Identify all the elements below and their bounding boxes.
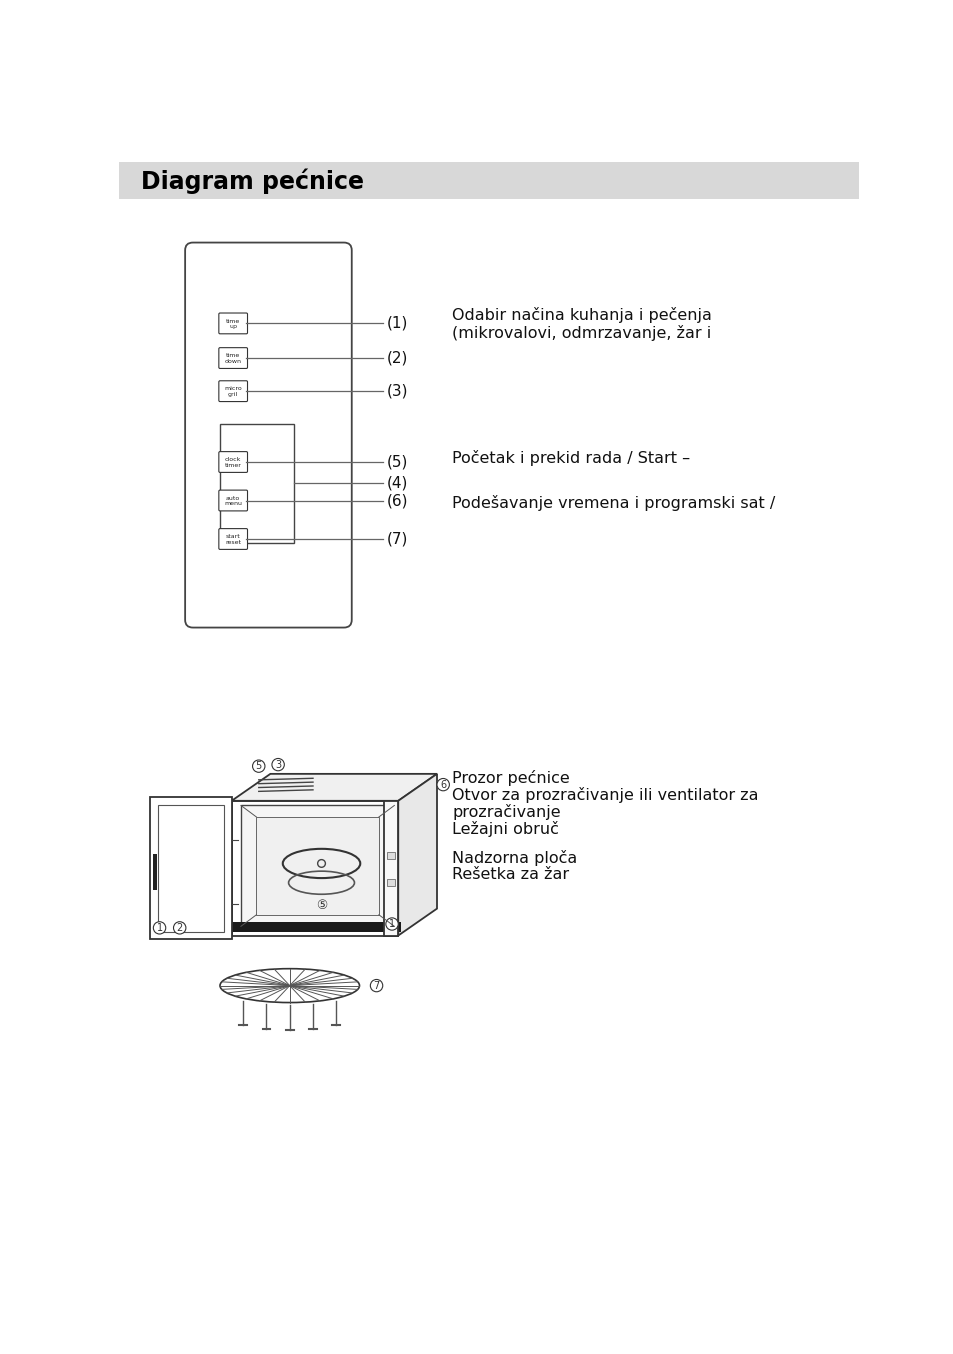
Text: auto: auto: [226, 496, 240, 501]
Text: (7): (7): [386, 532, 408, 547]
Polygon shape: [397, 774, 436, 936]
Text: 2: 2: [176, 923, 183, 933]
Circle shape: [272, 758, 284, 770]
Text: (3): (3): [386, 383, 408, 398]
Text: start: start: [226, 535, 240, 539]
Text: (5): (5): [386, 455, 408, 470]
Circle shape: [436, 779, 449, 791]
Text: Otvor za prozračivanje ili ventilator za: Otvor za prozračivanje ili ventilator za: [452, 787, 759, 803]
Text: Odabir načina kuhanja i pečenja: Odabir načina kuhanja i pečenja: [452, 307, 712, 324]
Text: Rešetka za žar: Rešetka za žar: [452, 867, 569, 881]
Text: Podešavanje vremena i programski sat /: Podešavanje vremena i programski sat /: [452, 494, 775, 510]
Text: Prozor pećnice: Prozor pećnice: [452, 770, 570, 787]
Bar: [220, 424, 294, 543]
Text: clock: clock: [225, 458, 241, 462]
Text: Nadzorna ploča: Nadzorna ploča: [452, 850, 578, 867]
Text: gril: gril: [228, 391, 238, 397]
Text: Diagram pećnice: Diagram pećnice: [141, 168, 363, 194]
Bar: [158, 804, 224, 932]
Text: reset: reset: [225, 540, 241, 544]
Text: micro: micro: [224, 386, 242, 391]
Polygon shape: [232, 774, 436, 800]
Text: (6): (6): [386, 493, 408, 508]
Text: 7: 7: [373, 980, 379, 991]
Text: (4): (4): [386, 475, 408, 490]
Text: Ležajni obruč: Ležajni obruč: [452, 821, 558, 837]
Bar: [387, 852, 395, 858]
Text: time: time: [226, 353, 240, 359]
FancyBboxPatch shape: [185, 242, 352, 627]
Bar: [119, 162, 858, 199]
Text: 5: 5: [255, 761, 262, 772]
Text: timer: timer: [225, 463, 241, 467]
Text: 1: 1: [156, 923, 162, 933]
Bar: [153, 854, 157, 890]
Bar: [232, 800, 397, 936]
Bar: [232, 922, 400, 932]
Text: prozračivanje: prozračivanje: [452, 804, 560, 821]
FancyBboxPatch shape: [218, 380, 247, 402]
Text: Početak i prekid rada / Start –: Početak i prekid rada / Start –: [452, 450, 690, 466]
Circle shape: [173, 922, 186, 934]
Circle shape: [370, 979, 382, 991]
Bar: [150, 798, 232, 940]
Text: up: up: [229, 324, 237, 329]
FancyBboxPatch shape: [218, 490, 247, 510]
Text: 1: 1: [389, 919, 395, 929]
Ellipse shape: [220, 968, 359, 1002]
Bar: [387, 879, 395, 886]
FancyBboxPatch shape: [218, 452, 247, 473]
Circle shape: [385, 918, 397, 930]
Bar: [241, 806, 394, 926]
Bar: [256, 816, 378, 915]
Text: (1): (1): [386, 315, 408, 330]
FancyBboxPatch shape: [218, 313, 247, 334]
FancyBboxPatch shape: [218, 528, 247, 550]
Text: (mikrovalovi, odmrzavanje, žar i: (mikrovalovi, odmrzavanje, žar i: [452, 325, 711, 341]
Text: (2): (2): [386, 351, 408, 366]
Text: menu: menu: [224, 501, 242, 506]
Text: time: time: [226, 318, 240, 324]
Bar: [241, 923, 394, 929]
Text: down: down: [225, 359, 241, 364]
FancyBboxPatch shape: [218, 348, 247, 368]
Circle shape: [253, 760, 265, 772]
Circle shape: [153, 922, 166, 934]
Bar: [384, 800, 397, 936]
Text: 3: 3: [274, 760, 281, 769]
Text: 6: 6: [439, 780, 446, 789]
Text: ⑤: ⑤: [315, 899, 327, 913]
